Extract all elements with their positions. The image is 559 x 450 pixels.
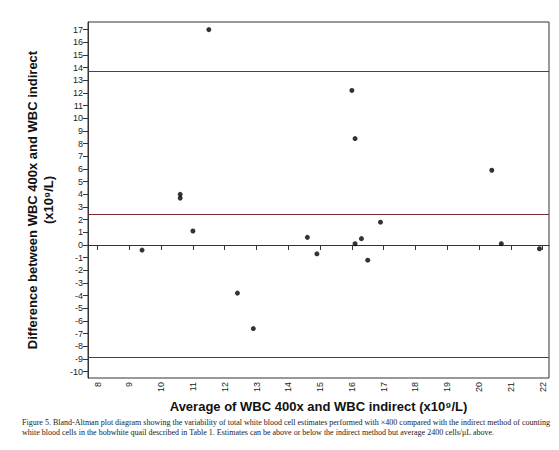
svg-text:17: 17 (73, 25, 83, 35)
svg-text:3: 3 (78, 202, 83, 212)
svg-text:14: 14 (73, 63, 83, 73)
svg-text:11: 11 (74, 101, 83, 111)
svg-text:10: 10 (73, 113, 83, 123)
svg-text:9: 9 (124, 382, 134, 387)
svg-text:16: 16 (347, 382, 357, 392)
svg-text:22: 22 (538, 382, 548, 392)
svg-text:-7: -7 (75, 329, 83, 339)
svg-text:-4: -4 (75, 291, 83, 301)
svg-text:0: 0 (78, 240, 83, 250)
svg-text:15: 15 (73, 50, 83, 60)
svg-text:-10: -10 (70, 367, 83, 377)
svg-text:12: 12 (220, 382, 230, 392)
svg-text:-6: -6 (75, 316, 83, 326)
svg-text:-8: -8 (75, 341, 83, 351)
svg-text:18: 18 (410, 382, 420, 392)
svg-text:Difference between WBC 400x an: Difference between WBC 400x and WBC indi… (25, 50, 40, 349)
svg-text:-2: -2 (75, 265, 83, 275)
svg-text:10: 10 (156, 382, 166, 392)
svg-text:21: 21 (506, 382, 516, 392)
svg-text:(x10⁹/L): (x10⁹/L) (41, 176, 56, 224)
svg-text:9: 9 (78, 126, 83, 136)
svg-text:5: 5 (78, 177, 83, 187)
svg-text:2: 2 (78, 215, 83, 225)
svg-text:Average of WBC 400x and WBC in: Average of WBC 400x and WBC indirect (x1… (170, 399, 468, 414)
svg-text:14: 14 (283, 382, 293, 392)
svg-text:-1: -1 (75, 253, 83, 263)
svg-text:20: 20 (474, 382, 484, 392)
svg-text:-5: -5 (75, 303, 83, 313)
svg-text:4: 4 (78, 189, 83, 199)
svg-text:13: 13 (252, 382, 262, 392)
html-text:Figure 5. Bland-Altman plot di: Figure 5. Bland-Altman plot diagram show… (22, 418, 550, 437)
svg-text:16: 16 (73, 37, 83, 47)
svg-text:12: 12 (73, 88, 83, 98)
svg-text:-9: -9 (75, 354, 83, 364)
svg-text:11: 11 (188, 382, 198, 391)
svg-text:1: 1 (78, 227, 83, 237)
svg-text:8: 8 (93, 382, 103, 387)
svg-text:-3: -3 (75, 278, 83, 288)
svg-text:6: 6 (78, 164, 83, 174)
svg-text:13: 13 (73, 75, 83, 85)
svg-text:19: 19 (442, 382, 452, 392)
svg-text:7: 7 (78, 151, 83, 161)
svg-text:8: 8 (78, 139, 83, 149)
svg-text:17: 17 (379, 382, 389, 392)
svg-text:15: 15 (315, 382, 325, 392)
